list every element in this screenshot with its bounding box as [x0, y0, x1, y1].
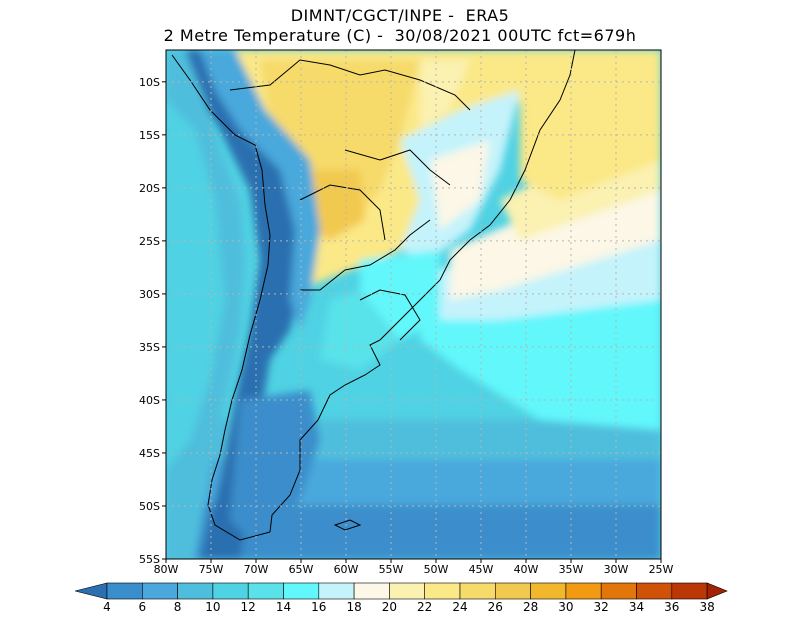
lon-tick-label: 25W	[649, 563, 674, 576]
lon-tick-label: 45W	[469, 563, 494, 576]
colorbar-label: 20	[382, 600, 397, 614]
colorbar-swatch	[530, 582, 567, 600]
colorbar-label: 6	[138, 600, 146, 614]
colorbar-swatch	[671, 582, 708, 600]
colorbar-swatch	[353, 582, 390, 600]
lon-tick-label: 70W	[244, 563, 269, 576]
colorbar-labels: 4 6 8 10 12 14 16 18 20 22 24 26 28 30 32 34 36 38	[103, 600, 715, 614]
lon-tick-label: 30W	[604, 563, 629, 576]
colorbar-label: 30	[558, 600, 573, 614]
coastlines	[171, 50, 576, 541]
colorbar-swatch	[636, 582, 673, 600]
colorbar-label: 10	[205, 600, 220, 614]
lon-tick-label: 55W	[379, 563, 404, 576]
colorbar-swatch	[212, 582, 249, 600]
map-title-line-2: 2 Metre Temperature (C) - 30/08/2021 00U…	[163, 26, 637, 45]
colorbar-label: 36	[664, 600, 679, 614]
colorbar-high-extension	[706, 582, 728, 600]
colorbar-label: 4	[103, 600, 111, 614]
colorbar-label: 28	[523, 600, 538, 614]
lat-tick-label: 15S	[139, 129, 160, 142]
colorbar-swatch	[389, 582, 425, 600]
lon-tick-label: 80W	[154, 563, 179, 576]
lon-tick-label: 50W	[424, 563, 449, 576]
colorbar-swatch	[459, 582, 496, 600]
temperature-field	[166, 50, 661, 559]
lat-tick-label: 45S	[139, 447, 160, 460]
lon-tick-label: 35W	[559, 563, 584, 576]
lat-tick-label: 40S	[139, 394, 160, 407]
lat-tick-label: 55S	[139, 553, 160, 566]
lon-tick-label: 65W	[289, 563, 314, 576]
colorbar-label: 38	[699, 600, 714, 614]
colorbar-low-extension	[74, 582, 108, 600]
colorbar-swatch	[142, 582, 178, 600]
lat-tick-label: 35S	[139, 341, 160, 354]
colorbar-label: 26	[488, 600, 503, 614]
colorbar-swatch	[283, 582, 320, 600]
colorbar-label: 8	[174, 600, 182, 614]
colorbar-swatch	[565, 582, 602, 600]
lat-tick-label: 10S	[139, 76, 160, 89]
lon-tick-label: 40W	[514, 563, 539, 576]
gridlines	[166, 50, 661, 559]
colorbar-swatch	[318, 582, 355, 600]
colorbar-swatch	[247, 582, 284, 600]
colorbar-swatch	[106, 582, 143, 600]
colorbar-label: 18	[346, 600, 361, 614]
map-title-line-1: DIMNT/CGCT/INPE - ERA5	[290, 6, 510, 25]
lat-tick-label: 20S	[139, 182, 160, 195]
lat-tick-label: 30S	[139, 288, 160, 301]
colorbar-label: 32	[594, 600, 609, 614]
colorbar-label: 12	[241, 600, 256, 614]
colorbar-label: 24	[452, 600, 467, 614]
lat-tick-label: 25S	[139, 235, 160, 248]
colorbar-swatch	[177, 582, 214, 600]
colorbar-swatch	[600, 582, 637, 600]
map-frame	[165, 49, 662, 560]
colorbar	[74, 582, 728, 600]
lon-tick-label: 75W	[199, 563, 224, 576]
lat-tick-label: 50S	[139, 500, 160, 513]
latitude-tick-labels: 10S 15S 20S 25S 30S 35S 40S 45S 50S 55S	[139, 76, 166, 566]
colorbar-swatch	[424, 582, 461, 600]
colorbar-label: 14	[276, 600, 291, 614]
colorbar-label: 22	[417, 600, 432, 614]
lon-tick-label: 60W	[334, 563, 359, 576]
colorbar-swatch	[494, 582, 531, 600]
colorbar-label: 34	[629, 600, 644, 614]
longitude-tick-labels: 80W 75W 70W 65W 60W 55W 50W 45W 40W 35W 30W 25W	[154, 559, 674, 576]
colorbar-label: 16	[311, 600, 326, 614]
